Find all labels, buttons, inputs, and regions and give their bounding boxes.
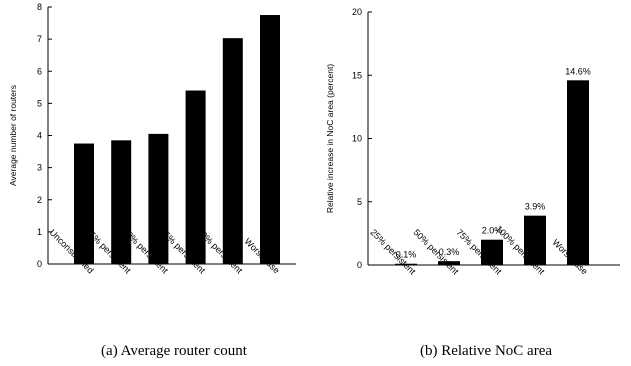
b-data-label: 3.9% — [525, 202, 546, 212]
b-data-label: 14.6% — [565, 66, 591, 76]
a-y-tick-label: 1 — [37, 227, 42, 237]
a-bar-worst-case — [260, 15, 280, 264]
chart-b-y-ticks: 0 5 10 15 20 — [352, 7, 372, 270]
a-bar-50-persistent — [148, 133, 169, 264]
chart-b-bars — [395, 80, 589, 265]
chart-b-data-labels: 0.1% 0.3% 2.0% 3.9% 14.6% — [396, 66, 591, 259]
a-y-tick-label: 5 — [37, 98, 42, 108]
chart-a-bars — [74, 15, 280, 265]
a-y-tick-label: 6 — [37, 66, 42, 76]
b-bar-100-persistent — [524, 215, 546, 265]
b-bar-worst-case — [567, 80, 589, 265]
a-y-tick-label: 8 — [37, 2, 42, 12]
a-bar-unconstrained — [74, 143, 94, 264]
chart-b-panel: Relative increase in NoC area (percent) … — [325, 7, 620, 359]
b-y-tick-label: 15 — [352, 70, 362, 80]
b-y-tick-label: 10 — [352, 134, 362, 144]
b-y-tick-label: 0 — [357, 260, 362, 270]
a-bar-100-persistent — [222, 38, 243, 264]
chart-a-y-ticks: 0 1 2 3 4 5 6 7 8 — [37, 2, 52, 269]
b-bar-25-persistent — [395, 263, 417, 265]
a-y-tick-label: 2 — [37, 195, 42, 205]
b-y-tick-label: 5 — [357, 197, 362, 207]
chart-a-caption: (a) Average router count — [101, 343, 248, 359]
a-y-tick-label: 0 — [37, 259, 42, 269]
b-data-label: 0.3% — [439, 247, 460, 257]
a-y-tick-label: 7 — [37, 34, 42, 44]
chart-b-caption: (b) Relative NoC area — [420, 343, 552, 359]
b-data-label: 0.1% — [396, 250, 417, 260]
a-y-tick-label: 3 — [37, 163, 42, 173]
b-data-label: 2.0% — [482, 226, 503, 236]
b-bar-75-persistent — [481, 239, 503, 265]
a-y-tick-label: 4 — [37, 131, 42, 141]
b-y-tick-label: 20 — [352, 7, 362, 17]
chart-b-y-axis-label: Relative increase in NoC area (percent) — [325, 64, 335, 213]
a-bar-75-persistent — [185, 90, 206, 265]
chart-a-y-axis-label: Average number of routers — [8, 85, 18, 186]
a-bar-25-persistent — [111, 140, 132, 264]
b-bar-50-persistent — [438, 261, 460, 265]
